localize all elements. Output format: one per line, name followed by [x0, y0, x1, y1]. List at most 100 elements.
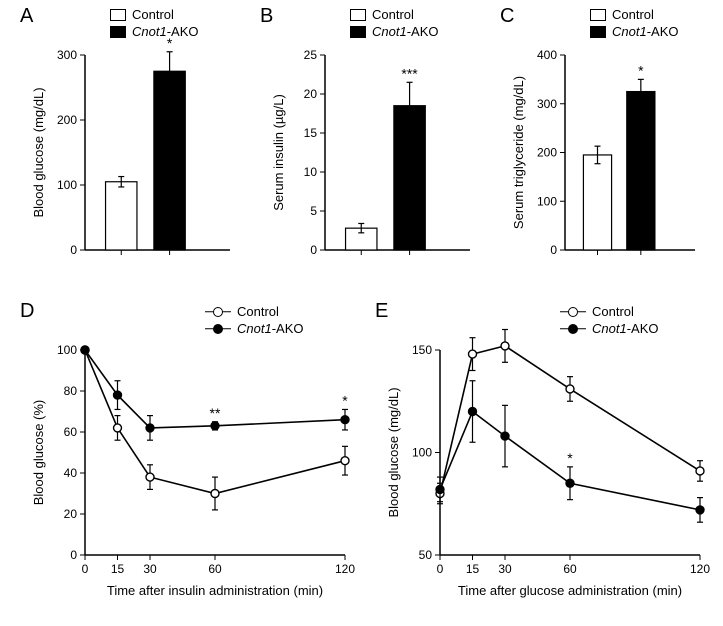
panel-label-D: D — [20, 300, 34, 323]
svg-text:0: 0 — [437, 562, 444, 576]
legend-swatch — [350, 26, 366, 38]
svg-text:30: 30 — [498, 562, 512, 576]
legend-item: Cnot1-AKO — [110, 24, 199, 39]
legend-D: ControlCnot1-AKO — [205, 304, 304, 338]
svg-text:200: 200 — [57, 113, 77, 127]
data-point — [696, 467, 704, 475]
legend-swatch — [350, 9, 366, 21]
svg-text:100: 100 — [57, 178, 77, 192]
svg-text:100: 100 — [412, 446, 432, 460]
legend-label: Control — [237, 304, 279, 319]
svg-text:400: 400 — [537, 48, 557, 62]
legend-item: Control — [110, 7, 199, 22]
significance-marker: * — [638, 62, 644, 78]
bar — [583, 155, 611, 250]
legend-swatch — [590, 26, 606, 38]
y-axis-label: Serum insulin (µg/L) — [271, 94, 286, 211]
significance-marker: *** — [401, 65, 418, 81]
y-axis-label: Blood glucose (%) — [31, 400, 46, 506]
legend-item: Control — [590, 7, 679, 22]
figure-root: AControlCnot1-AKO0100200300Blood glucose… — [0, 0, 723, 626]
panel-label-C: C — [500, 5, 514, 28]
legend-label: Cnot1-AKO — [612, 24, 679, 39]
svg-text:300: 300 — [537, 97, 557, 111]
legend-label: Cnot1-AKO — [132, 24, 199, 39]
chart-svg-B: 0 5 10 15 20 25 Serum insulin (µg/L) *** — [260, 5, 490, 265]
svg-text:25: 25 — [304, 48, 318, 62]
significance-marker: ** — [210, 405, 221, 421]
legend-C: Control Cnot1-AKO — [590, 7, 679, 41]
y-axis-label: Serum triglyceride (mg/dL) — [511, 76, 526, 229]
legend-item: Cnot1-AKO — [350, 24, 439, 39]
data-point — [341, 416, 349, 424]
panel-label-B: B — [260, 5, 273, 28]
svg-text:40: 40 — [64, 466, 78, 480]
legend-item: Control — [205, 304, 304, 319]
data-point — [211, 490, 219, 498]
svg-text:0: 0 — [310, 243, 317, 257]
legend-label: Control — [132, 7, 174, 22]
svg-text:15: 15 — [304, 126, 318, 140]
legend-label: Cnot1-AKO — [592, 321, 659, 336]
svg-text:20: 20 — [64, 507, 78, 521]
legend-line — [205, 306, 231, 318]
svg-text:100: 100 — [537, 194, 557, 208]
legend-label: Control — [592, 304, 634, 319]
svg-text:15: 15 — [466, 562, 480, 576]
svg-text:5: 5 — [310, 204, 317, 218]
panel-A: AControlCnot1-AKO0100200300Blood glucose… — [20, 5, 250, 265]
legend-label: Control — [372, 7, 414, 22]
data-point — [566, 385, 574, 393]
data-point — [114, 424, 122, 432]
svg-text:300: 300 — [57, 48, 77, 62]
svg-text:120: 120 — [690, 562, 710, 576]
panel-B: B Control Cnot1-AKO 0 5 10 15 20 25 Serum insulin… — [260, 5, 490, 265]
legend-swatch — [590, 9, 606, 21]
panel-E: E Control Cnot1-AKO501001500153060120Blood… — [375, 300, 715, 610]
panel-C: C Control Cnot1-AKO0100200300400Serum trig… — [500, 5, 715, 265]
svg-text:200: 200 — [537, 146, 557, 160]
legend-line — [560, 306, 586, 318]
legend-swatch — [110, 26, 126, 38]
chart-svg-C: 0100200300400Serum triglyceride (mg/dL)* — [500, 5, 715, 265]
legend-label: Control — [612, 7, 654, 22]
svg-text:100: 100 — [57, 343, 77, 357]
chart-svg-A: 0100200300Blood glucose (mg/dL)* — [20, 5, 250, 265]
svg-text:0: 0 — [82, 562, 89, 576]
svg-text:15: 15 — [111, 562, 125, 576]
bar — [154, 71, 185, 250]
data-point — [146, 473, 154, 481]
svg-text:60: 60 — [64, 425, 78, 439]
legend-item: Cnot1-AKO — [560, 321, 659, 336]
panel-label-E: E — [375, 300, 388, 323]
legend-E: Control Cnot1-AKO — [560, 304, 659, 338]
legend-item: Control — [350, 7, 439, 22]
legend-item: Control — [560, 304, 659, 319]
legend-A: Control Cnot1-AKO — [110, 7, 199, 41]
svg-text:10: 10 — [304, 165, 318, 179]
bar — [106, 182, 137, 250]
chart-svg-E: 501001500153060120Blood glucose (mg/dL)T… — [375, 300, 715, 610]
svg-text:80: 80 — [64, 384, 78, 398]
data-point — [146, 424, 154, 432]
svg-text:150: 150 — [412, 343, 432, 357]
x-axis-label: Time after glucose administration (min) — [458, 583, 682, 598]
svg-text:120: 120 — [335, 562, 355, 576]
svg-text:20: 20 — [304, 87, 318, 101]
data-point — [211, 422, 219, 430]
svg-text:0: 0 — [70, 548, 77, 562]
data-point — [501, 432, 509, 440]
legend-item: Cnot1-AKO — [590, 24, 679, 39]
legend-line — [560, 323, 586, 335]
legend-label: Cnot1-AKO — [372, 24, 439, 39]
svg-text:30: 30 — [143, 562, 157, 576]
chart-svg-D: 0204060801000153060120Blood glucose (%)T… — [20, 300, 360, 610]
x-axis-label: Time after insulin administration (min) — [107, 583, 323, 598]
data-point — [81, 346, 89, 354]
data-point — [566, 479, 574, 487]
data-point — [501, 342, 509, 350]
data-point — [696, 506, 704, 514]
svg-text:0: 0 — [70, 243, 77, 257]
y-axis-label: Blood glucose (mg/dL) — [386, 387, 401, 517]
data-point — [469, 350, 477, 358]
